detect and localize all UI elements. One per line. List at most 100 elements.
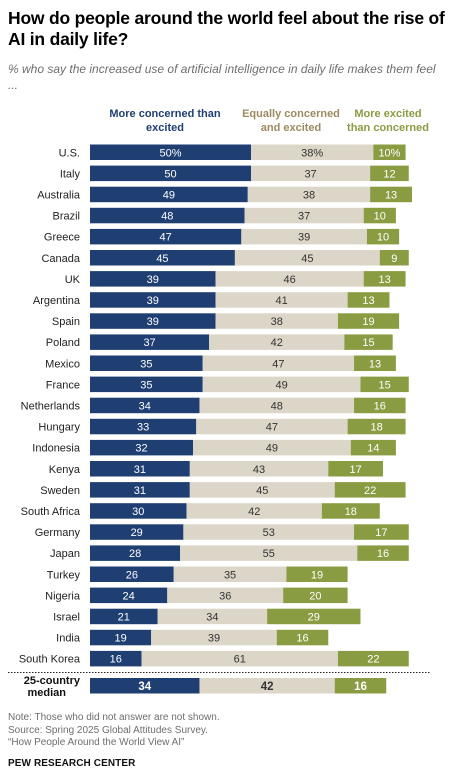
bar-excited [347, 418, 406, 435]
bar-concerned [90, 228, 242, 245]
category-label: France [46, 379, 80, 391]
data-label-excited: 17 [350, 464, 362, 476]
bar-excited [347, 292, 390, 308]
bar-excited [363, 207, 396, 224]
data-label-excited: 13 [379, 274, 391, 286]
bar-concerned [90, 292, 216, 308]
bar-excited [354, 397, 406, 414]
data-label-equal: 61 [234, 654, 246, 666]
data-label-concerned: 34 [138, 681, 151, 693]
data-label-equal: 47 [266, 422, 278, 434]
data-label-excited: 19 [362, 316, 374, 328]
data-label-equal: 42 [261, 681, 274, 693]
bar-equal [244, 207, 364, 224]
bar-concerned [90, 566, 174, 582]
data-label-equal: 48 [271, 400, 283, 412]
bar-excited [354, 524, 409, 540]
data-label-concerned: 24 [123, 590, 135, 602]
bar-excited [366, 228, 400, 245]
data-label-concerned: 39 [147, 295, 159, 307]
bar-excited [350, 439, 396, 456]
pew-logo-text: PEW RESEARCH CENTER [8, 758, 136, 769]
data-label-concerned: 37 [143, 337, 155, 349]
notes: Note: Those who did not answer are not s… [8, 712, 220, 750]
data-label-concerned: 39 [147, 274, 159, 286]
category-label: Japan [50, 548, 80, 560]
bar-concerned [90, 376, 203, 393]
data-label-concerned: 21 [118, 611, 130, 623]
bar-equal [173, 566, 287, 582]
bar-equal [199, 678, 335, 694]
bar-excited [321, 503, 380, 519]
bar-excited [379, 250, 409, 266]
legend-concerned: More concerned than excited [109, 108, 221, 134]
bar-excited [370, 165, 409, 182]
data-label-equal: 38 [271, 316, 283, 328]
data-label-excited: 29 [308, 611, 320, 623]
note-text: Note: Those who did not answer are not s… [8, 712, 220, 723]
bar-equal [189, 461, 329, 477]
bar-equal [199, 397, 355, 414]
data-label-equal: 39 [208, 633, 220, 645]
data-label-equal: 46 [284, 274, 296, 286]
category-label: India [56, 633, 81, 645]
data-label-concerned: 50% [159, 147, 181, 159]
data-label-equal: 49 [266, 443, 278, 455]
bar-concerned [90, 608, 158, 625]
bar-concerned [90, 461, 190, 477]
bar-concerned [90, 678, 200, 694]
bar-excited [373, 144, 406, 160]
data-label-concerned: 49 [163, 189, 175, 201]
data-label-equal: 36 [219, 590, 231, 602]
bar-equal [167, 587, 284, 604]
data-label-excited: 9 [391, 253, 397, 265]
bar-equal [247, 186, 371, 203]
category-label: South Africa [21, 506, 81, 518]
category-label: U.S. [59, 147, 80, 159]
data-label-excited: 16 [354, 681, 367, 693]
bar-excited [360, 376, 409, 393]
bar-concerned [90, 439, 194, 456]
category-label: Kenya [49, 464, 81, 476]
bar-concerned [90, 482, 190, 498]
data-label-excited: 10% [378, 147, 400, 159]
bar-excited [286, 566, 348, 582]
data-label-excited: 12 [383, 168, 395, 180]
data-label-excited: 15 [379, 379, 391, 391]
category-label: Poland [46, 337, 80, 349]
bar-equal [215, 271, 364, 287]
bar-excited [334, 678, 387, 694]
bar-concerned [90, 587, 168, 604]
bar-excited [328, 461, 384, 477]
data-label-concerned: 28 [129, 548, 141, 560]
median-label-line1: 25-country [24, 675, 81, 687]
category-label: Nigeria [45, 590, 81, 602]
category-label: Germany [35, 527, 81, 539]
bar-concerned [90, 207, 245, 224]
data-label-equal: 45 [256, 485, 268, 497]
data-label-concerned: 35 [140, 358, 152, 370]
bar-concerned [90, 250, 235, 266]
bar-equal [202, 376, 361, 393]
data-label-excited: 13 [385, 189, 397, 201]
category-label: Israel [53, 611, 80, 623]
data-label-equal: 34 [206, 611, 218, 623]
data-label-equal: 42 [271, 337, 283, 349]
data-label-concerned: 47 [160, 232, 172, 244]
data-label-equal: 39 [298, 232, 310, 244]
bar-concerned [90, 334, 210, 350]
bar-concerned [90, 355, 203, 371]
data-label-excited: 10 [377, 232, 389, 244]
data-label-excited: 13 [369, 358, 381, 370]
bar-concerned [90, 397, 200, 414]
bar-concerned [90, 165, 251, 182]
data-label-equal: 43 [253, 464, 265, 476]
data-label-concerned: 29 [131, 527, 143, 539]
bar-concerned [90, 418, 197, 435]
data-label-equal: 47 [272, 358, 284, 370]
data-label-concerned: 16 [110, 654, 122, 666]
category-label: Indonesia [32, 443, 81, 455]
data-label-concerned: 19 [114, 633, 126, 645]
bar-excited [337, 650, 409, 667]
legend-equal: Equally concerned and excited [242, 108, 340, 134]
